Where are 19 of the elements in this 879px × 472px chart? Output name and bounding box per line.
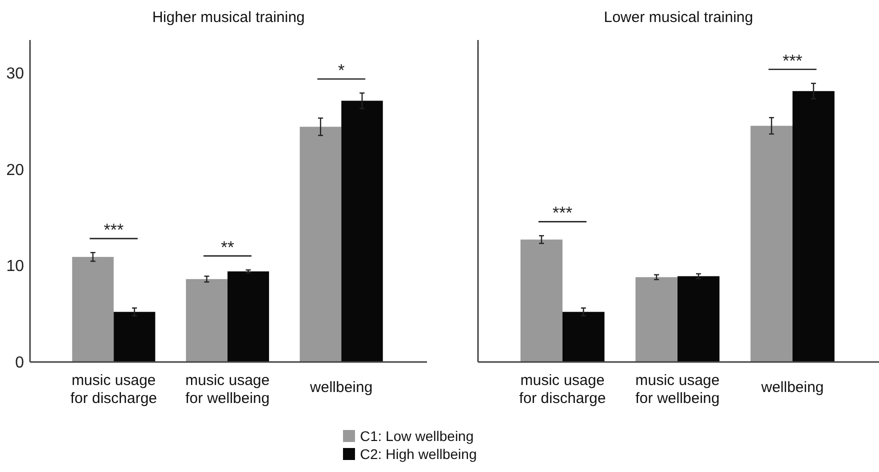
y-tick-label: 10 — [6, 258, 24, 276]
chart-title: Lower musical training — [604, 9, 754, 26]
x-tick-label: music usage for wellbeing — [635, 372, 720, 407]
annotation: ** — [220, 238, 234, 257]
x-tick-label: wellbeing — [760, 379, 824, 396]
chart-title: Higher musical training — [152, 9, 305, 26]
annotation: *** — [782, 51, 803, 70]
annotation: *** — [104, 220, 124, 240]
legend-label: C2: High wellbeing — [360, 446, 477, 462]
x-tick-label: music usage for wellbeing — [185, 372, 270, 407]
y-tick-label: 0 — [15, 354, 24, 372]
x-tick-label: wellbeing — [309, 379, 373, 396]
x-tick-label: music usage for discharge — [70, 372, 158, 407]
y-tick-label: 30 — [6, 65, 24, 82]
legend-label: C1: Low wellbeing — [360, 428, 474, 444]
x-tick-label: music usage for discharge — [519, 372, 606, 407]
y-tick-label: 20 — [6, 162, 24, 179]
annotation: * — [338, 61, 345, 80]
annotation: *** — [552, 204, 573, 223]
